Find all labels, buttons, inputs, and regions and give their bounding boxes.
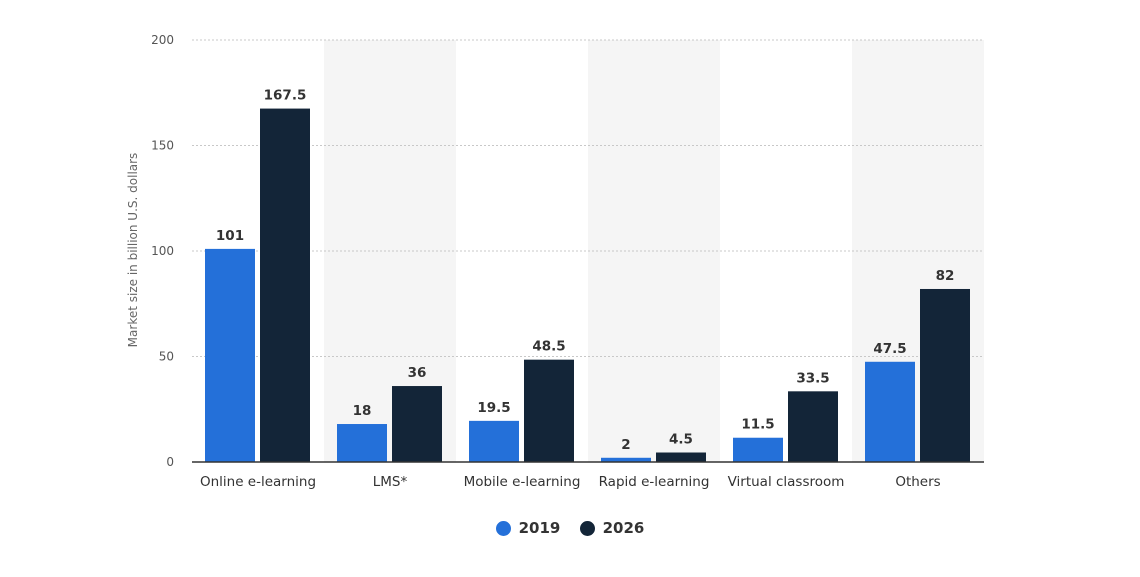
bar-2026-4 xyxy=(788,391,838,462)
data-label-2019-3: 2 xyxy=(621,437,630,453)
bar-2019-0 xyxy=(205,248,255,462)
x-category-label: Mobile e-learning xyxy=(464,474,581,490)
legend-label-2026: 2026 xyxy=(602,519,645,537)
bar-2019-1 xyxy=(337,424,387,462)
x-category-label: LMS* xyxy=(373,474,408,490)
data-label-2026-3: 4.5 xyxy=(669,432,693,448)
y-tick-label: 150 xyxy=(151,139,174,153)
data-label-2026-0: 167.5 xyxy=(264,88,307,104)
bar-2019-3 xyxy=(601,457,651,462)
bar-2026-3 xyxy=(656,452,706,462)
legend-swatch-2019 xyxy=(495,520,511,536)
x-category-label: Rapid e-learning xyxy=(599,474,710,490)
bar-2019-4 xyxy=(733,437,783,462)
data-label-2019-5: 47.5 xyxy=(873,341,906,357)
y-tick-label: 50 xyxy=(159,350,174,364)
gridlines xyxy=(192,39,984,357)
data-labels: 101 167.5 18 36 19.5 48.5 2 4.5 11.5 33.5 47.5 82 xyxy=(216,88,954,453)
x-category-label: Others xyxy=(895,474,940,490)
bar-2019-2 xyxy=(469,420,519,462)
bar-2026-5 xyxy=(920,288,970,462)
bar-2019-5 xyxy=(865,361,915,462)
data-label-2019-2: 19.5 xyxy=(477,400,510,416)
data-label-2026-2: 48.5 xyxy=(532,339,565,355)
data-label-2026-1: 36 xyxy=(408,365,427,381)
y-axis-ticks: 0 50 100 150 200 xyxy=(151,33,174,469)
legend-swatch-2026 xyxy=(579,520,595,536)
y-tick-label: 100 xyxy=(151,244,174,258)
x-category-label: Online e-learning xyxy=(200,474,316,490)
data-label-2026-5: 82 xyxy=(936,268,955,284)
y-tick-label: 200 xyxy=(151,33,174,47)
bars xyxy=(205,108,970,462)
legend: 2019 2026 xyxy=(0,519,1140,540)
data-label-2019-4: 11.5 xyxy=(741,417,774,433)
bar-2026-0 xyxy=(260,108,310,462)
y-tick-label: 0 xyxy=(166,455,174,469)
data-label-2019-1: 18 xyxy=(353,403,372,419)
legend-item-2026[interactable]: 2026 xyxy=(579,519,645,537)
data-label-2026-4: 33.5 xyxy=(796,370,829,386)
x-category-label: Virtual classroom xyxy=(728,474,845,490)
legend-item-2019[interactable]: 2019 xyxy=(495,519,561,537)
bar-2026-1 xyxy=(392,386,442,462)
x-axis-categories: Online e-learning LMS* Mobile e-learning Ra… xyxy=(200,474,941,490)
y-axis-label: Market size in billion U.S. dollars xyxy=(126,153,140,348)
data-label-2019-0: 101 xyxy=(216,228,244,244)
legend-label-2019: 2019 xyxy=(518,519,561,537)
bar-2026-2 xyxy=(524,359,574,462)
